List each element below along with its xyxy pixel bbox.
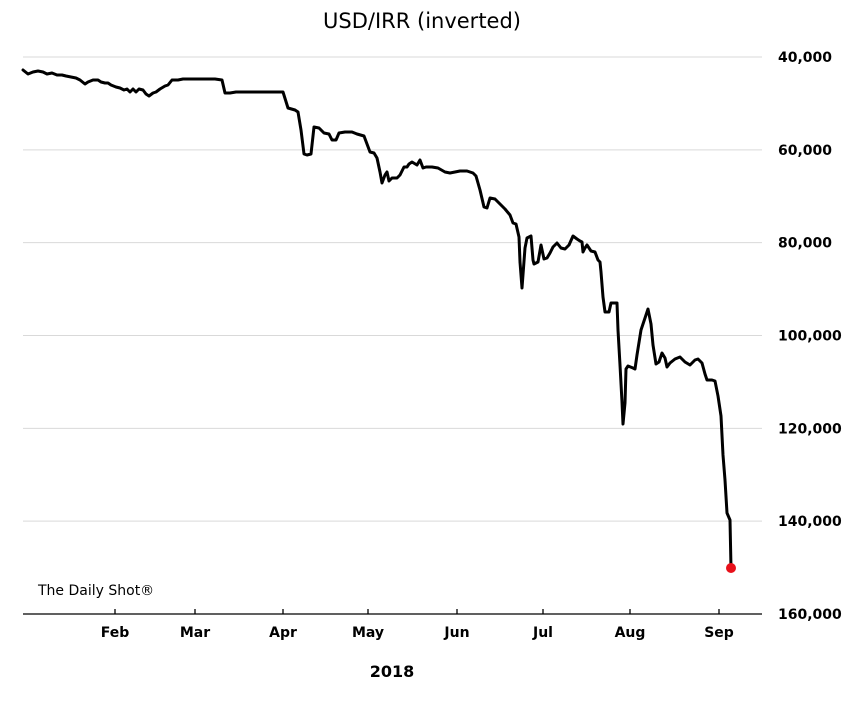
x-tick-label: Jun [443,625,469,641]
y-tick-label: 100,000 [778,329,842,345]
y-tick-label: 120,000 [778,421,842,437]
x-tick-label: Jul [532,625,553,641]
x-tick-label: Aug [615,625,646,641]
y-tick-label: 140,000 [778,514,842,530]
x-tick-label: Feb [101,625,130,641]
x-tick-label: Mar [180,625,210,641]
y-tick-label: 160,000 [778,607,842,623]
chart-title: USD/IRR (inverted) [323,9,521,33]
y-tick-label: 40,000 [778,50,832,66]
source-annotation: The Daily Shot® [37,583,154,599]
gridlines [23,56,762,522]
x-tick-label: Sep [704,625,734,641]
last-point-marker [726,563,736,573]
y-axis-labels: 40,000 60,000 80,000 100,000 120,000 140,000 1… [778,50,842,623]
y-tick-label: 80,000 [778,236,832,252]
x-axis-labels: Feb Mar Apr May Jun Jul Aug Sep [101,625,734,641]
x-axis-title: 2018 [370,662,415,681]
x-tick-label: Apr [269,625,297,641]
x-tick-label: May [352,625,384,641]
usd-irr-line [21,68,733,570]
y-tick-label: 60,000 [778,143,832,159]
x-axis-ticks [114,609,720,614]
